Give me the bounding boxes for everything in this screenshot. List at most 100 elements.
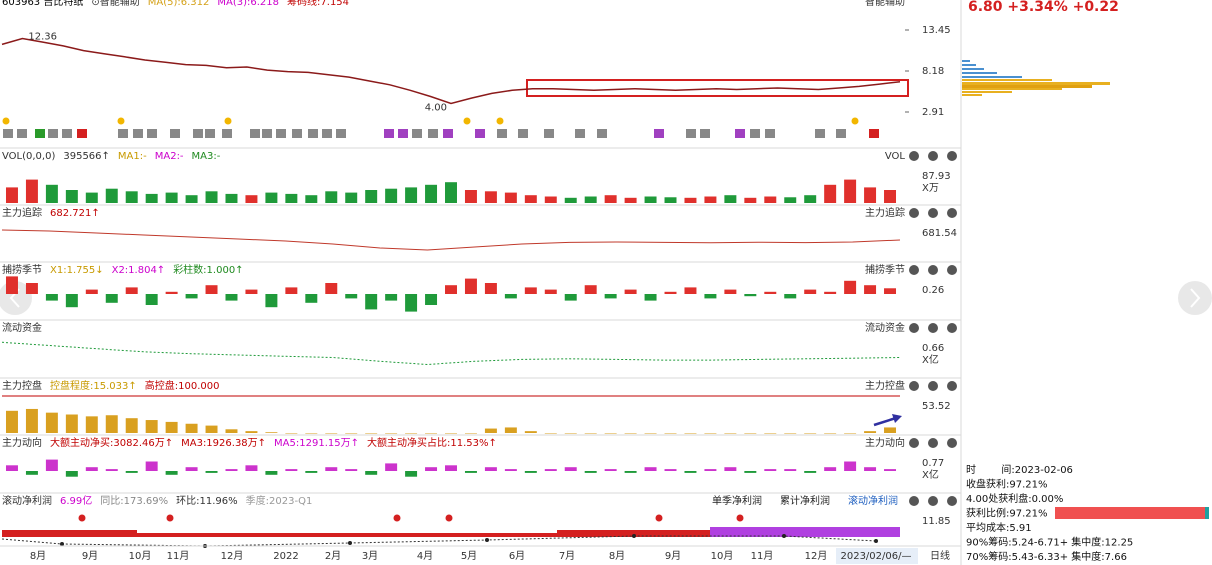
- help-button[interactable]: [928, 208, 938, 218]
- help-button[interactable]: [928, 438, 938, 448]
- next-button[interactable]: [1178, 281, 1212, 315]
- x-tick-label: 11月: [167, 550, 190, 562]
- control-bar: [425, 433, 438, 434]
- header-item: MA1:-: [118, 151, 147, 162]
- close-button[interactable]: [947, 438, 957, 448]
- vol-bar: [385, 188, 398, 203]
- season-bar: [524, 287, 537, 294]
- help-button[interactable]: [928, 381, 938, 391]
- direction-bar: [185, 467, 198, 471]
- period[interactable]: 日线: [930, 549, 950, 562]
- close-button[interactable]: [947, 381, 957, 391]
- control-bar: [25, 408, 38, 433]
- header-item: 彩柱数:1.000↑: [173, 263, 243, 276]
- quote: 6.80 +3.34% +0.22: [968, 0, 1119, 15]
- vol-bar: [804, 195, 817, 203]
- help-button[interactable]: [928, 151, 938, 161]
- info-line: 时 间:2023-02-06: [966, 463, 1073, 476]
- direction-bar: [704, 469, 717, 471]
- direction-bar: [365, 471, 378, 475]
- header-item: 滚动净利润: [2, 494, 52, 507]
- vol-bar: [704, 196, 717, 203]
- track-line: [1, 229, 901, 251]
- close-button[interactable]: [947, 265, 957, 275]
- season-bar: [544, 289, 557, 294]
- control-bar: [105, 415, 118, 433]
- vol-bar: [644, 196, 657, 203]
- control-bar: [125, 418, 138, 433]
- control-bar: [544, 433, 557, 434]
- direction-bar: [245, 465, 258, 471]
- vol-bar: [524, 195, 537, 203]
- direction-bar: [684, 471, 697, 473]
- season-bar: [305, 294, 318, 303]
- close-button[interactable]: [947, 496, 957, 506]
- settings-button[interactable]: [909, 496, 919, 506]
- header-item: 捕捞季节: [2, 263, 42, 276]
- season-bar: [245, 289, 258, 294]
- vol-bar: [445, 182, 457, 203]
- settings-button[interactable]: [909, 381, 919, 391]
- flow-line: [1, 341, 901, 366]
- signal-icons: [3, 129, 879, 138]
- help-button[interactable]: [928, 265, 938, 275]
- profit-tab[interactable]: 单季净利润: [712, 494, 762, 507]
- control-bar: [205, 425, 218, 433]
- direction-bar: [385, 463, 398, 471]
- x-tick-label: 9月: [82, 550, 98, 562]
- season-bar: [225, 294, 238, 301]
- info-line: 获利比例:97.21%: [966, 507, 1048, 520]
- settings-button[interactable]: [909, 323, 919, 333]
- header-item: MA2:-: [155, 151, 184, 162]
- help-button[interactable]: [928, 323, 938, 333]
- header-item: MA3:-: [192, 151, 221, 162]
- panel-name: 智能辅助: [865, 0, 905, 8]
- season-bar: [604, 294, 617, 299]
- info-line: 平均成本:5.91: [966, 521, 1032, 534]
- close-button[interactable]: [947, 151, 957, 161]
- control-bar: [345, 433, 358, 434]
- control-bar: [744, 433, 757, 434]
- settings-button[interactable]: [909, 265, 919, 275]
- direction-bar: [744, 471, 757, 473]
- close-button[interactable]: [947, 323, 957, 333]
- season-bar: [145, 294, 158, 305]
- season-bar: [744, 294, 757, 297]
- vol-bar: [664, 197, 677, 203]
- control-bar: [664, 433, 677, 434]
- header-item: MA(5):6.312: [148, 0, 210, 8]
- settings-button[interactable]: [909, 438, 919, 448]
- direction-bar: [604, 469, 617, 471]
- scale-label: 0.77: [922, 458, 944, 469]
- x-tick-label: 7月: [559, 550, 575, 562]
- vol-bar: [844, 179, 857, 203]
- control-bar: [484, 428, 497, 433]
- vol-bar: [5, 187, 18, 203]
- scale-label: X亿: [922, 468, 939, 481]
- control-bar: [804, 433, 817, 434]
- control-bar: [464, 433, 477, 434]
- header-item: 主力追踪: [2, 206, 42, 219]
- header-item: 大额主动净买:3082.46万↑: [50, 436, 173, 449]
- x-tick-label: 8月: [609, 550, 625, 562]
- season-bar: [624, 289, 637, 294]
- close-button[interactable]: [947, 208, 957, 218]
- profit-tab[interactable]: 累计净利润: [780, 494, 830, 507]
- control-bar: [405, 433, 418, 434]
- trend-arrow: [873, 414, 902, 427]
- settings-button[interactable]: [909, 151, 919, 161]
- vol-bar: [624, 197, 637, 203]
- info-line: 4.00处获利盘:0.00%: [966, 492, 1063, 505]
- vol-bar: [165, 192, 178, 203]
- settings-button[interactable]: [909, 208, 919, 218]
- header-item: 主力控盘: [2, 379, 42, 392]
- control-bar: [185, 423, 198, 433]
- header-item: MA3:1926.38万↑: [181, 438, 266, 449]
- vol-bar: [604, 195, 617, 203]
- profit-tab[interactable]: 滚动净利润: [848, 494, 898, 507]
- help-button[interactable]: [928, 496, 938, 506]
- control-bar: [624, 433, 637, 434]
- vol-bar: [25, 179, 38, 203]
- low-label: 4.00: [425, 103, 447, 114]
- y-tick-label: 13.45: [922, 25, 951, 36]
